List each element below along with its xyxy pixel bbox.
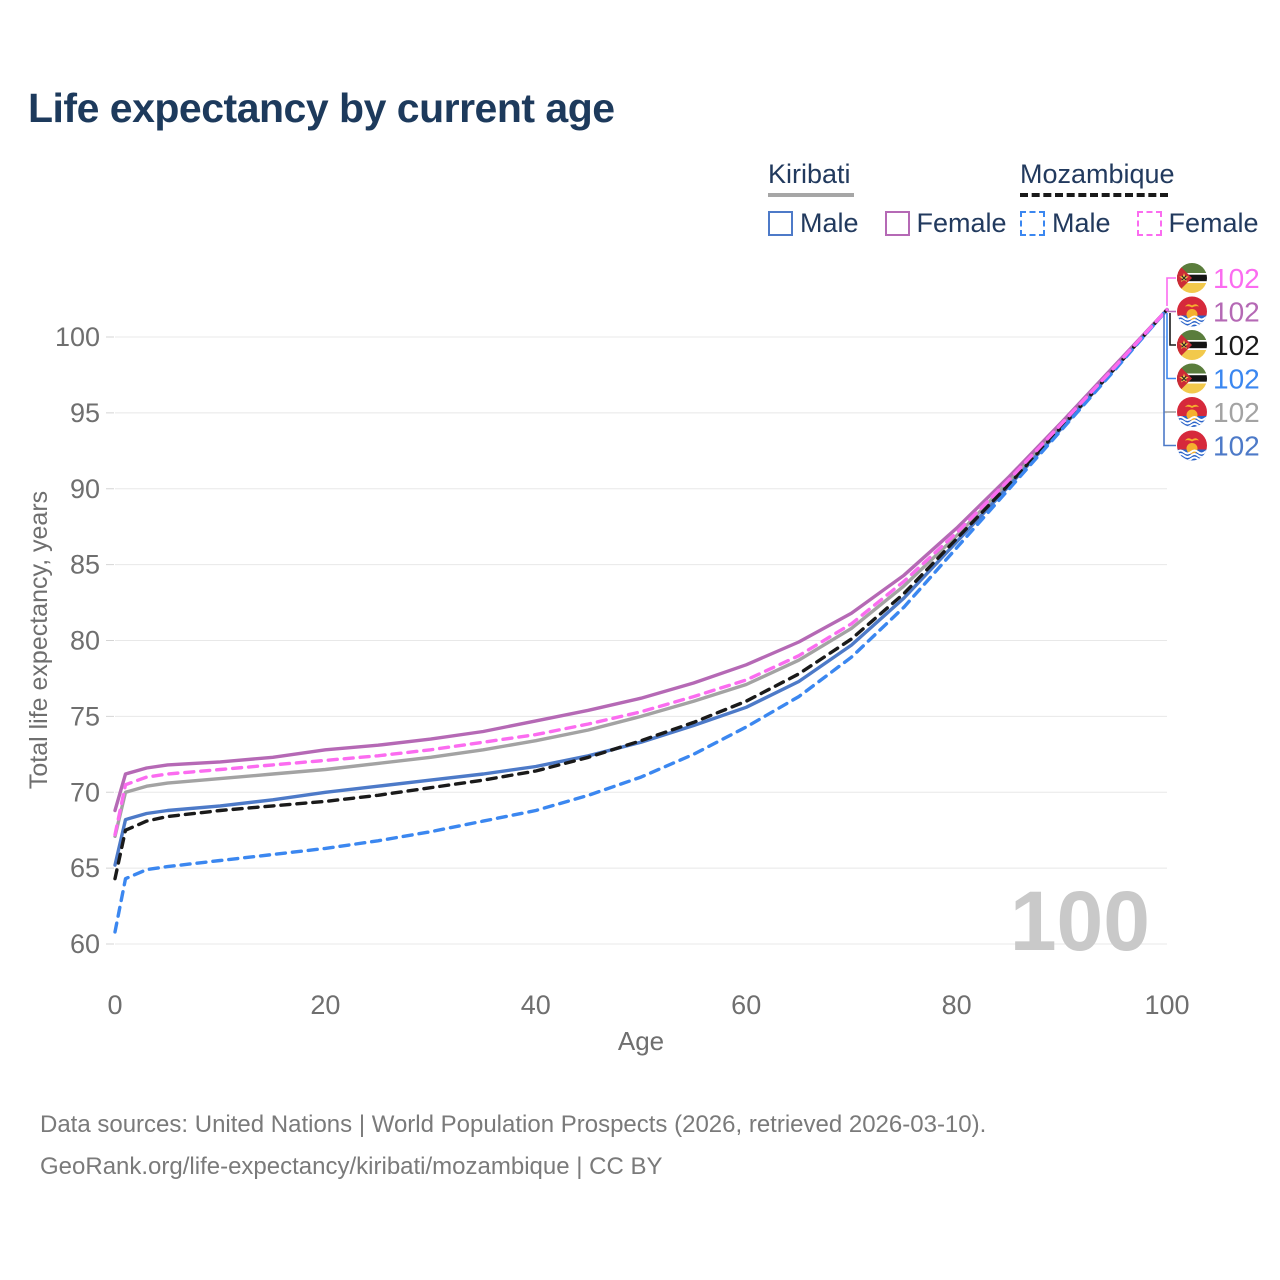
- end-label-connector-5: [1163, 313, 1176, 447]
- kiribati-male-swatch-icon: [768, 210, 793, 236]
- legend-item-mozambique-male[interactable]: Male: [1020, 208, 1111, 239]
- end-label-row-mozambique-both-sexes: 102: [1177, 330, 1260, 361]
- mozambique-male-swatch-icon: [1020, 210, 1045, 236]
- legend-group-kiribati-title: Kiribati: [768, 159, 851, 189]
- series-line-kiribati-both-sexes[interactable]: [113, 308, 1169, 838]
- legend-items-kiribati: Male Female: [768, 208, 1007, 239]
- mozambique-line-sample: [1020, 192, 1168, 197]
- y-tick-label-75: 75: [70, 701, 100, 731]
- legend-item-label: Male: [1052, 207, 1111, 238]
- end-label-value: 102: [1213, 397, 1260, 428]
- end-label-row-mozambique-female: 102: [1177, 263, 1260, 294]
- end-label-value: 102: [1213, 364, 1260, 395]
- series-line-mozambique-male[interactable]: [113, 308, 1169, 934]
- y-tick-label-65: 65: [70, 853, 100, 883]
- end-label-value: 102: [1213, 431, 1260, 462]
- end-label-row-kiribati-both-sexes: 102: [1177, 397, 1260, 428]
- legend-group-mozambique: Mozambique Male Female: [1020, 159, 1259, 239]
- end-label-connector-0: [1166, 277, 1176, 306]
- mozambique-flag-icon: [1177, 330, 1207, 360]
- y-tick-label-80: 80: [70, 626, 100, 656]
- series-line-mozambique-both-sexes[interactable]: [113, 308, 1169, 881]
- legend-item-mozambique-female[interactable]: Female: [1136, 207, 1259, 239]
- kiribati-flag-icon: [1177, 397, 1207, 427]
- x-tick-label-40: 40: [521, 990, 551, 1020]
- legend-group-kiribati: Kiribati Male Female: [768, 159, 1007, 239]
- x-tick-label-0: 0: [107, 990, 122, 1020]
- y-tick-label-95: 95: [70, 398, 100, 428]
- kiribati-flag-icon: [1177, 296, 1207, 327]
- page-title: Life expectancy by current age: [28, 85, 615, 131]
- x-axis-title: Age: [618, 1026, 664, 1056]
- footer: Data sources: United Nations | World Pop…: [40, 1104, 986, 1188]
- end-label-value: 102: [1213, 330, 1260, 361]
- legend-item-label: Male: [800, 207, 859, 238]
- x-tick-label-80: 80: [942, 990, 972, 1020]
- age-frame-watermark: 100: [1010, 874, 1150, 968]
- y-tick-label-60: 60: [70, 929, 100, 959]
- end-label-row-mozambique-male: 102: [1177, 363, 1260, 395]
- end-label-row-kiribati-female: 102: [1177, 296, 1260, 328]
- series-line-kiribati-male[interactable]: [113, 308, 1169, 867]
- series-line-mozambique-female[interactable]: [113, 308, 1169, 837]
- x-tick-label-100: 100: [1144, 990, 1189, 1020]
- end-label-connector-2: [1169, 313, 1176, 346]
- y-tick-label-70: 70: [70, 777, 100, 807]
- end-label-row-kiribati-male: 102: [1177, 430, 1260, 462]
- legend-item-label: Female: [916, 207, 1007, 238]
- footer-data-sources: Data sources: United Nations | World Pop…: [40, 1111, 987, 1138]
- mozambique-female-swatch-icon: [1136, 210, 1162, 236]
- x-tick-label-60: 60: [731, 990, 761, 1020]
- legend-item-kiribati-female[interactable]: Female: [884, 207, 1007, 239]
- mozambique-flag-icon: [1177, 363, 1207, 394]
- y-tick-label-85: 85: [70, 550, 100, 580]
- x-tick-label-20: 20: [310, 990, 340, 1020]
- kiribati-flag-icon: [1177, 430, 1207, 461]
- end-label-value: 102: [1213, 263, 1260, 294]
- kiribati-line-sample: [768, 192, 854, 197]
- legend-items-mozambique: Male Female: [1020, 208, 1259, 239]
- series-line-kiribati-female[interactable]: [113, 308, 1169, 813]
- y-tick-label-90: 90: [70, 474, 100, 504]
- y-axis-title: Total life expectancy, years: [25, 491, 53, 789]
- legend-item-label: Female: [1168, 207, 1259, 238]
- y-tick-label-100: 100: [55, 322, 100, 352]
- end-label-connector-3: [1166, 313, 1176, 380]
- legend-item-kiribati-male[interactable]: Male: [768, 208, 859, 239]
- end-label-value: 102: [1213, 297, 1260, 328]
- kiribati-female-swatch-icon: [884, 210, 910, 236]
- legend-group-mozambique-title: Mozambique: [1020, 159, 1175, 189]
- footer-attribution: GeoRank.org/life-expectancy/kiribati/moz…: [40, 1153, 663, 1180]
- mozambique-flag-icon: [1177, 263, 1207, 293]
